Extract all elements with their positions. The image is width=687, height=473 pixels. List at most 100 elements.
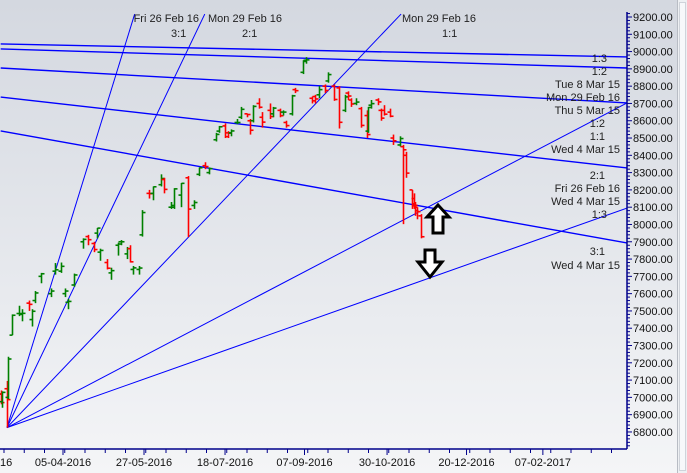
price-tick-label: 8500.00 <box>633 133 673 145</box>
annotation-ratio: 1:3 <box>592 53 607 65</box>
ohlc-bar <box>136 265 143 275</box>
date-tick-label: 30-10-2016 <box>359 457 415 469</box>
ohlc-bar <box>26 300 33 311</box>
price-tick-label: 7400.00 <box>633 323 673 335</box>
date-tick-label: 05-04-2016 <box>35 457 91 469</box>
price-tick-label: 8800.00 <box>633 81 673 93</box>
ohlc-bar <box>244 113 251 118</box>
ohlc-bar <box>238 106 245 120</box>
ohlc-bar <box>29 309 36 327</box>
arrow-up-icon <box>423 202 453 235</box>
gann-fan-up-line <box>6 13 136 428</box>
price-tick-label: 8400.00 <box>633 150 673 162</box>
ohlc-bar <box>94 227 101 239</box>
ohlc-bar <box>292 87 299 94</box>
ohlc-bar <box>213 132 220 142</box>
ohlc-bar <box>387 108 394 118</box>
ohlc-bar <box>381 105 388 116</box>
price-tick-label: 6900.00 <box>633 410 673 422</box>
ohlc-bar <box>336 86 343 129</box>
ohlc-bar <box>38 272 45 284</box>
scrollbar-thumb[interactable] <box>679 2 686 471</box>
ohlc-bar <box>259 112 266 128</box>
ohlc-bar <box>322 84 329 94</box>
gann-fan-down-line <box>0 130 627 244</box>
price-tick-label: 7500.00 <box>633 306 673 318</box>
ohlc-bar <box>375 98 382 106</box>
ohlc-bar <box>280 110 287 116</box>
ohlc-bar <box>403 151 410 178</box>
ohlc-bar <box>196 166 203 177</box>
ohlc-bar <box>71 273 78 287</box>
price-tick-label: 7000.00 <box>633 392 673 404</box>
ohlc-bar <box>397 136 404 147</box>
ohlc-bar <box>303 57 310 64</box>
price-tick-label: 6800.00 <box>633 427 673 439</box>
annotation-date: Mon 29 Feb 16 <box>402 13 476 25</box>
ohlc-bar <box>104 259 111 270</box>
ohlc-bar <box>270 106 277 118</box>
ohlc-bar <box>65 298 72 310</box>
gann-fan-up-line <box>6 13 402 428</box>
price-tick-label: 7300.00 <box>633 341 673 353</box>
annotation-date: Fri 26 Feb 16 <box>134 13 199 25</box>
ohlc-bar <box>325 72 332 83</box>
date-tick-label: 20-12-2016 <box>438 457 494 469</box>
annotation-date: Thu 5 Mar 15 <box>555 105 620 117</box>
ohlc-bar <box>234 119 241 125</box>
ohlc-bar <box>58 262 65 273</box>
date-tick-label: 16 <box>0 457 12 469</box>
gann-fan-down-line <box>0 43 627 58</box>
ohlc-bar <box>256 98 263 109</box>
ohlc-bar <box>85 234 92 246</box>
ohlc-bar <box>108 267 115 280</box>
ohlc-bar <box>247 119 254 135</box>
ohlc-bar <box>414 206 421 220</box>
date-tick-label: 27-05-2016 <box>116 457 172 469</box>
annotation-ratio: 3:1 <box>171 28 186 40</box>
top-annotations: Fri 26 Feb 16 3:1 Mon 29 Feb 16 2:1 Mon … <box>134 13 476 40</box>
ohlc-bar <box>277 108 284 118</box>
gann-fan-lines <box>0 13 627 429</box>
price-bars <box>0 57 425 428</box>
ohlc-bar <box>178 182 185 208</box>
gann-fan-down-line <box>0 48 627 69</box>
annotation-ratio: 2:1 <box>590 170 605 182</box>
price-tick-label: 7900.00 <box>633 237 673 249</box>
price-tick-label: 8900.00 <box>633 64 673 76</box>
ohlc-bar <box>185 176 192 238</box>
ohlc-bar <box>418 214 425 239</box>
ohlc-bar <box>161 177 168 194</box>
vertical-scrollbar[interactable] <box>677 0 687 473</box>
ohlc-bar <box>171 188 178 209</box>
ohlc-bar <box>139 210 146 237</box>
ohlc-bar <box>390 134 397 145</box>
ohlc-bar <box>130 265 137 275</box>
ohlc-bar <box>127 245 134 263</box>
ohlc-bar <box>250 105 257 123</box>
annotation-date: Wed 4 Mar 15 <box>551 196 620 208</box>
ohlc-bar <box>289 94 296 116</box>
price-tick-label: 9200.00 <box>633 12 673 24</box>
price-tick-label: 8700.00 <box>633 98 673 110</box>
price-tick-label: 7100.00 <box>633 375 673 387</box>
ohlc-bar <box>316 86 323 99</box>
price-tick-label: 8100.00 <box>633 202 673 214</box>
gann-fan-down-line <box>0 96 627 169</box>
gann-fan-down-line <box>0 67 627 104</box>
ohlc-bar <box>358 106 365 128</box>
annotation-ratio: 1:2 <box>590 118 605 130</box>
annotation-ratio: 1:2 <box>592 66 607 78</box>
ohlc-bar <box>91 241 98 253</box>
arrow-down-icon <box>414 248 446 280</box>
ohlc-bar <box>364 110 371 139</box>
price-tick-label: 7200.00 <box>633 358 673 370</box>
ohlc-bar <box>400 144 407 225</box>
annotation-date: Fri 26 Feb 16 <box>555 183 620 195</box>
ohlc-bar <box>9 314 16 336</box>
ohlc-bar <box>5 356 12 400</box>
ohlc-bar <box>97 248 104 261</box>
price-axis: 9200.00 9100.00 9000.00 8900.00 8800.00 8700.… <box>626 12 673 449</box>
ohlc-bar <box>118 240 125 246</box>
